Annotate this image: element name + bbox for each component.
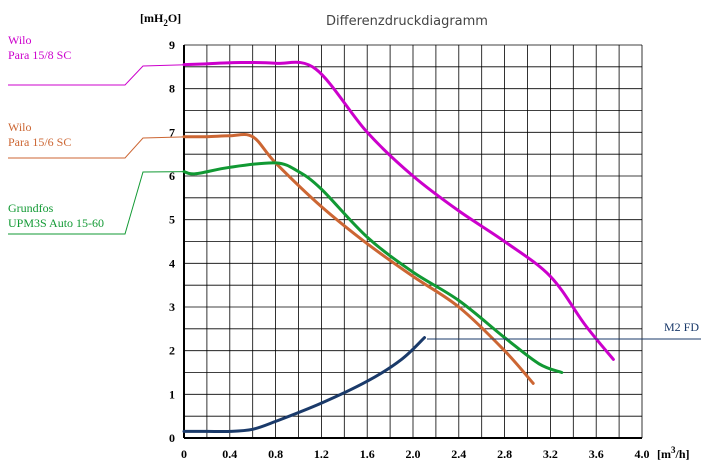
x-tick-label: 2.4 — [451, 447, 466, 461]
series-line-2 — [182, 161, 564, 374]
legend-label-3: M2 FD — [664, 320, 699, 334]
x-tick-label: 1.6 — [360, 447, 375, 461]
chart-grid — [183, 44, 643, 439]
legend-sublabel-1: Para 15/6 SC — [8, 135, 71, 149]
y-tick-label: 8 — [169, 82, 175, 96]
x-tick-label: 0 — [181, 447, 187, 461]
y-tick-label: 1 — [169, 387, 175, 401]
legend-label-0: Wilo — [8, 33, 32, 47]
x-tick-label: 0.4 — [222, 447, 237, 461]
series-lines — [182, 60, 615, 434]
legend-label-1: Wilo — [8, 120, 32, 134]
y-tick-label: 9 — [169, 38, 175, 52]
x-tick-label: 2.8 — [497, 447, 512, 461]
x-tick-label: 3.6 — [589, 447, 604, 461]
legend-sublabel-0: Para 15/8 SC — [8, 48, 71, 62]
legend-leader-1 — [8, 136, 190, 159]
y-tick-label: 0 — [169, 431, 175, 445]
y-tick-label: 7 — [169, 125, 175, 139]
y-tick-label: 3 — [169, 300, 175, 314]
y-axis-unit: [mH2O] — [140, 11, 181, 28]
series-line-3 — [182, 336, 426, 434]
x-tick-label: 2.0 — [406, 447, 421, 461]
tick-labels: 0 0.4 0.8 1.2 1.6 2.0 2.4 2.8 3.2 3.6 4.0 0 1 2 3 4 5 6 7 8… — [169, 38, 650, 461]
series-line-0 — [182, 60, 615, 361]
legend-leader-0 — [8, 64, 190, 86]
y-tick-label: 4 — [169, 256, 175, 270]
x-axis-unit: [m3/h] — [657, 445, 690, 461]
y-tick-label: 5 — [169, 213, 175, 227]
y-tick-label: 6 — [169, 169, 175, 183]
chart-title: Differenzdruckdiagramm — [326, 14, 488, 29]
series-line-1 — [182, 132, 535, 385]
x-tick-label: 4.0 — [635, 447, 650, 461]
legend-sublabel-2: UPM3S Auto 15-60 — [8, 216, 104, 230]
legend-leader-2 — [8, 171, 188, 235]
y-tick-label: 2 — [169, 344, 175, 358]
x-tick-label: 0.8 — [268, 447, 283, 461]
x-tick-label: 3.2 — [543, 447, 558, 461]
legend-label-2: Grundfos — [8, 201, 54, 215]
x-tick-label: 1.2 — [314, 447, 329, 461]
